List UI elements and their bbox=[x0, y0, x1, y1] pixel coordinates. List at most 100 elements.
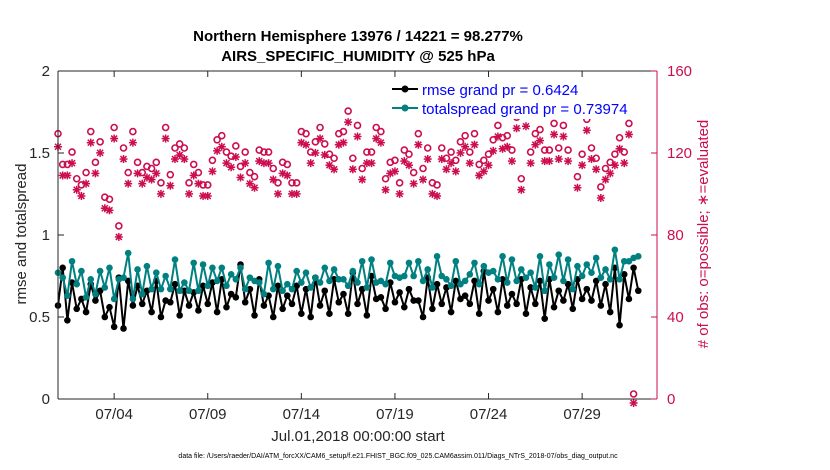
obs-evaluated-point bbox=[110, 134, 119, 143]
obs-possible-point bbox=[58, 160, 67, 169]
totalspread-point bbox=[546, 261, 553, 268]
obs-evaluated-point bbox=[264, 159, 273, 168]
obs-possible-point bbox=[325, 150, 334, 158]
obs-evaluated-point bbox=[96, 148, 105, 157]
y-tick-label-left: 0 bbox=[42, 391, 50, 408]
obs-possible-point bbox=[545, 146, 554, 154]
totalspread-point bbox=[592, 254, 600, 262]
rmse-point bbox=[550, 303, 558, 311]
obs-possible-point bbox=[199, 181, 207, 189]
rmse-point bbox=[120, 325, 127, 332]
rmse-point bbox=[606, 308, 614, 316]
totalspread-point bbox=[480, 262, 488, 270]
obs-possible-point bbox=[447, 148, 455, 156]
totalspread-point bbox=[410, 272, 417, 280]
rmse-point bbox=[64, 316, 71, 324]
rmse-point bbox=[176, 312, 183, 319]
obs-evaluated-point bbox=[68, 159, 77, 168]
totalspread-point bbox=[298, 279, 305, 286]
obs-possible-point bbox=[391, 156, 399, 165]
x-tick-label: 07/04 bbox=[95, 406, 133, 423]
x-tick-label: 07/09 bbox=[189, 406, 227, 423]
rmse-point bbox=[354, 300, 361, 308]
obs-possible-point bbox=[531, 129, 540, 138]
obs-possible-point bbox=[152, 158, 161, 167]
rmse-point bbox=[181, 287, 188, 295]
totalspread-point bbox=[148, 285, 155, 293]
totalspread-point bbox=[124, 249, 132, 257]
obs-evaluated-point bbox=[344, 118, 353, 127]
obs-possible-point bbox=[405, 150, 413, 158]
totalspread-point bbox=[363, 284, 371, 291]
obs-possible-point bbox=[119, 144, 128, 152]
rmse-point bbox=[485, 297, 492, 304]
obs-evaluated-point bbox=[306, 159, 315, 168]
obs-possible-point bbox=[180, 144, 189, 152]
totalspread-point bbox=[588, 269, 595, 277]
obs-evaluated-point bbox=[610, 161, 619, 170]
rmse-point bbox=[82, 308, 90, 316]
obs-evaluated-point bbox=[376, 138, 385, 147]
totalspread-point bbox=[284, 280, 291, 288]
obs-evaluated-point bbox=[203, 191, 212, 200]
rmse-point bbox=[260, 302, 268, 309]
obs-possible-point bbox=[381, 174, 390, 183]
rmse-point bbox=[560, 297, 567, 304]
rmse-point bbox=[583, 285, 591, 293]
rmse-point bbox=[92, 297, 99, 304]
x-axis-label: Jul.01,2018 00:00:00 start bbox=[271, 428, 445, 445]
obs-evaluated-point bbox=[559, 132, 568, 141]
legend-rmse-label: rmse grand pr = 0.6424 bbox=[422, 82, 578, 99]
rmse-point bbox=[316, 302, 324, 309]
legend-box bbox=[388, 77, 656, 119]
obs-evaluated-point bbox=[517, 185, 526, 194]
totalspread-point bbox=[569, 285, 577, 293]
totalspread-point bbox=[424, 266, 431, 273]
rmse-point bbox=[59, 264, 66, 272]
obs-possible-point bbox=[395, 179, 404, 187]
y-tick-label-left: 0.5 bbox=[29, 309, 50, 326]
obs-possible-point bbox=[138, 168, 147, 177]
rmse-point bbox=[199, 282, 207, 290]
x-tick-label: 07/19 bbox=[376, 406, 414, 423]
obs-evaluated-point bbox=[512, 124, 521, 133]
obs-possible-point bbox=[339, 127, 348, 136]
obs-possible-point bbox=[203, 181, 212, 189]
obs-possible-point bbox=[246, 168, 254, 177]
totalspread-point bbox=[101, 284, 109, 291]
obs-evaluated-point bbox=[624, 130, 633, 139]
obs-evaluated-point bbox=[353, 132, 362, 141]
obs-possible-point bbox=[559, 121, 568, 130]
rmse-point bbox=[541, 315, 548, 322]
rmse-point bbox=[185, 302, 193, 309]
totalspread-point bbox=[532, 284, 539, 291]
rmse-point bbox=[377, 294, 385, 301]
obs-possible-point bbox=[540, 146, 549, 154]
obs-evaluated-point bbox=[526, 159, 535, 168]
obs-evaluated-point bbox=[311, 148, 320, 157]
rmse-point bbox=[382, 305, 389, 313]
totalspread-point bbox=[452, 257, 460, 265]
obs-possible-point bbox=[288, 179, 296, 187]
totalspread-point bbox=[302, 269, 310, 277]
rmse-point bbox=[630, 264, 637, 272]
obs-possible-point bbox=[217, 131, 226, 140]
totalspread-point bbox=[138, 290, 146, 298]
obs-possible-point bbox=[260, 148, 268, 156]
rmse-point bbox=[110, 323, 118, 331]
obs-possible-point bbox=[320, 140, 329, 148]
obs-possible-point bbox=[409, 168, 418, 177]
obs-evaluated-point bbox=[227, 163, 236, 172]
obs-evaluated-point bbox=[180, 155, 189, 164]
totalspread-point bbox=[457, 280, 464, 288]
rmse-point bbox=[503, 302, 511, 309]
totalspread-point bbox=[213, 277, 221, 285]
obs-possible-point bbox=[269, 164, 278, 173]
totalspread-point bbox=[199, 261, 207, 268]
totalspread-point bbox=[382, 280, 389, 288]
totalspread-point bbox=[143, 262, 151, 270]
totalspread-point bbox=[185, 287, 193, 295]
rmse-point bbox=[471, 277, 478, 285]
totalspread-point bbox=[73, 280, 81, 288]
